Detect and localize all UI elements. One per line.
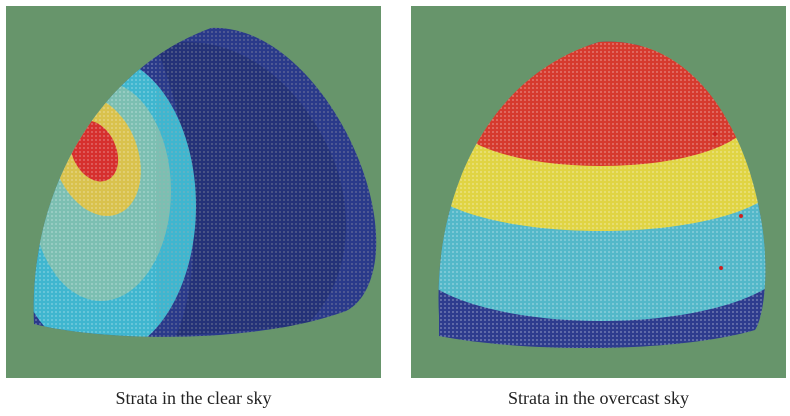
- overcast-sky-caption: Strata in the overcast sky: [508, 388, 689, 408]
- clear-sky-caption: Strata in the clear sky: [115, 388, 272, 408]
- stray-dot: [739, 214, 743, 218]
- overcast-sky-panel: [411, 6, 786, 378]
- stray-dot: [713, 132, 717, 136]
- stray-dot: [719, 266, 723, 270]
- overcast-sky-dome-figure: [411, 6, 786, 378]
- clear-sky-dome-figure: [6, 6, 381, 378]
- clear-sky-panel: [6, 6, 381, 378]
